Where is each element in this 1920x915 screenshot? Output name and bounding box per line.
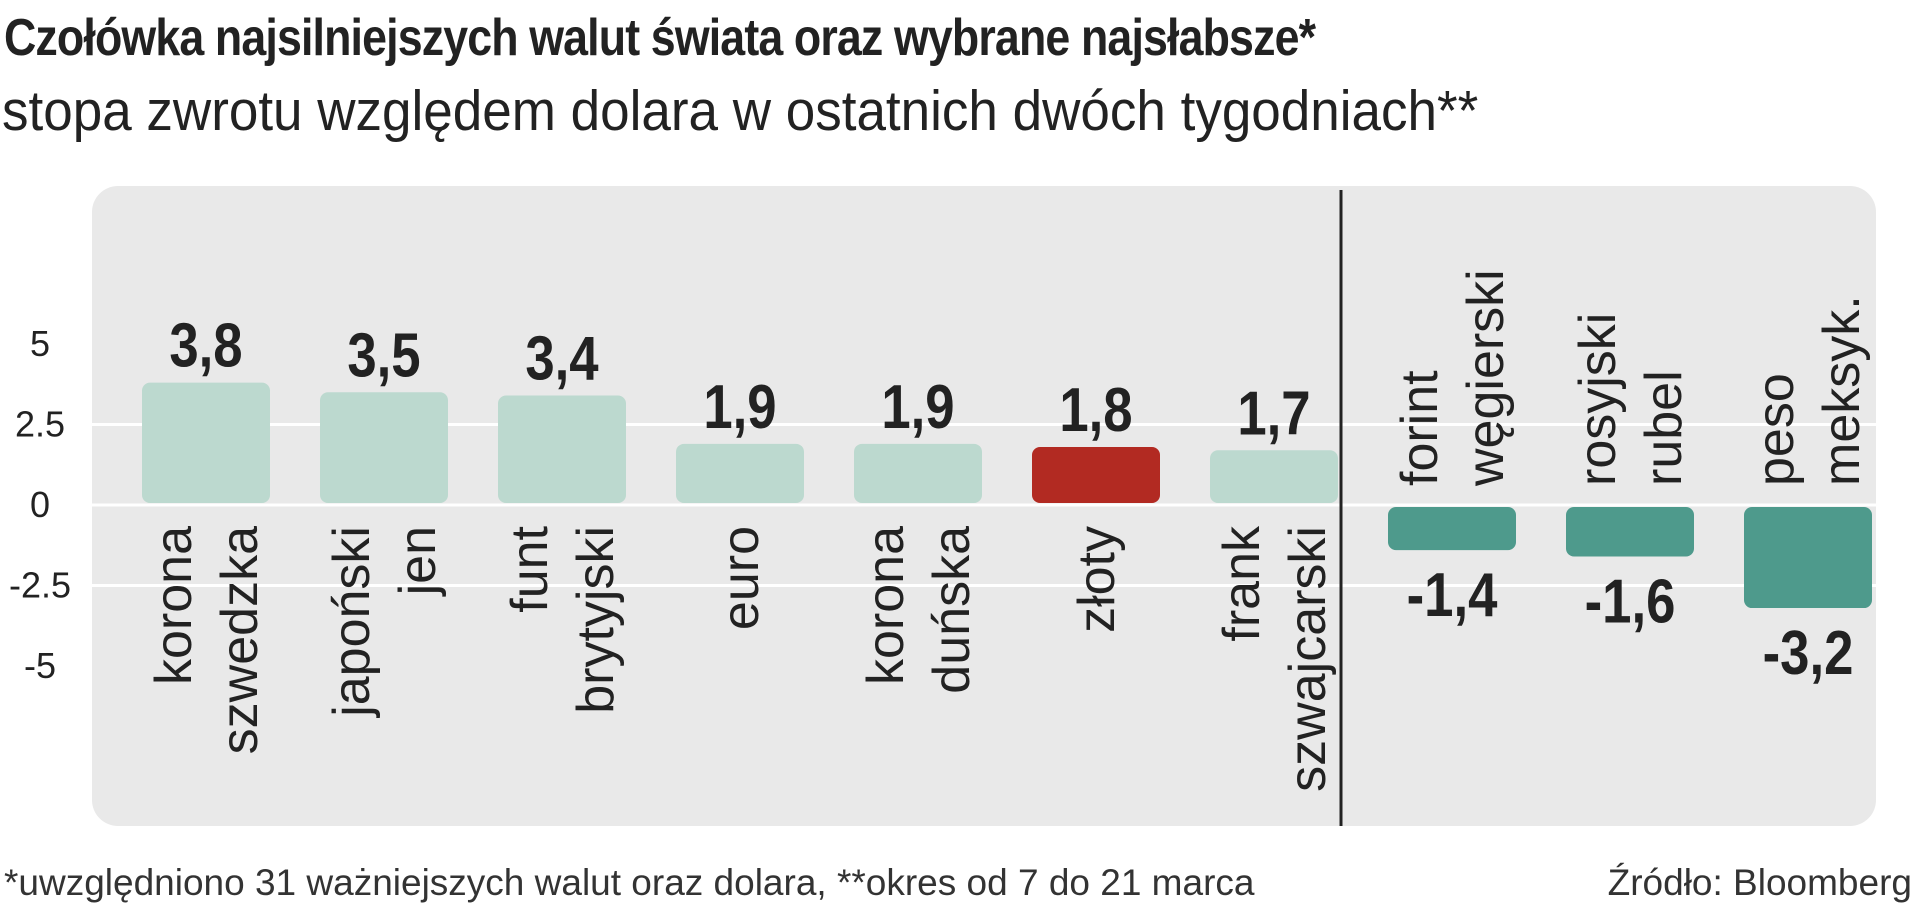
category-label: euro xyxy=(712,526,770,630)
y-tick-label: 0 xyxy=(30,484,50,525)
category-label: węgierski xyxy=(1457,269,1515,487)
value-label: -1,4 xyxy=(1407,561,1498,630)
bar xyxy=(676,443,804,503)
chart-subtitle: stopa zwrotu względem dolara w ostatnich… xyxy=(2,79,1479,143)
bar xyxy=(1744,507,1872,609)
bar xyxy=(854,443,982,503)
bar xyxy=(498,395,626,503)
value-label: -3,2 xyxy=(1763,619,1854,688)
value-label: 1,9 xyxy=(703,373,776,442)
category-label: korona xyxy=(145,526,203,685)
value-label: 3,8 xyxy=(169,312,242,381)
category-label: forint xyxy=(1391,370,1449,486)
bar xyxy=(142,382,270,503)
y-tick-label: 5 xyxy=(30,323,50,364)
bar xyxy=(1210,450,1338,503)
category-label: meksyk. xyxy=(1813,295,1871,486)
y-tick-label: -2.5 xyxy=(9,565,71,606)
category-label: peso xyxy=(1747,373,1805,486)
bar xyxy=(1032,447,1160,503)
category-label: rubel xyxy=(1635,370,1693,486)
category-label: frank xyxy=(1213,525,1271,642)
category-label: złoty xyxy=(1068,526,1126,633)
category-label: duńska xyxy=(923,526,981,694)
value-label: 1,7 xyxy=(1237,379,1310,448)
value-label: 3,5 xyxy=(347,321,420,390)
value-label: 3,4 xyxy=(525,325,598,394)
source-credit: Źródło: Bloomberg xyxy=(1607,862,1912,903)
category-label: korona xyxy=(857,526,915,685)
footnote: *uwzględniono 31 ważniejszych walut oraz… xyxy=(4,862,1255,903)
category-label: szwedzka xyxy=(211,526,269,754)
y-tick-label: -5 xyxy=(24,645,56,686)
category-label: japoński xyxy=(323,526,381,719)
chart-title: Czołówka najsilniejszych walut świata or… xyxy=(4,9,1316,67)
y-tick-label: 2.5 xyxy=(15,404,65,445)
category-label: jen xyxy=(389,526,447,597)
category-label: rosyjski xyxy=(1569,313,1627,486)
bar xyxy=(1388,507,1516,551)
value-label: -1,6 xyxy=(1585,568,1676,637)
bar xyxy=(320,392,448,503)
category-label: funt xyxy=(501,525,559,612)
value-label: 1,9 xyxy=(881,373,954,442)
bar xyxy=(1566,507,1694,557)
category-label: brytyjski xyxy=(567,526,625,714)
category-label: szwajcarski xyxy=(1279,526,1337,792)
value-label: 1,8 xyxy=(1059,376,1132,445)
